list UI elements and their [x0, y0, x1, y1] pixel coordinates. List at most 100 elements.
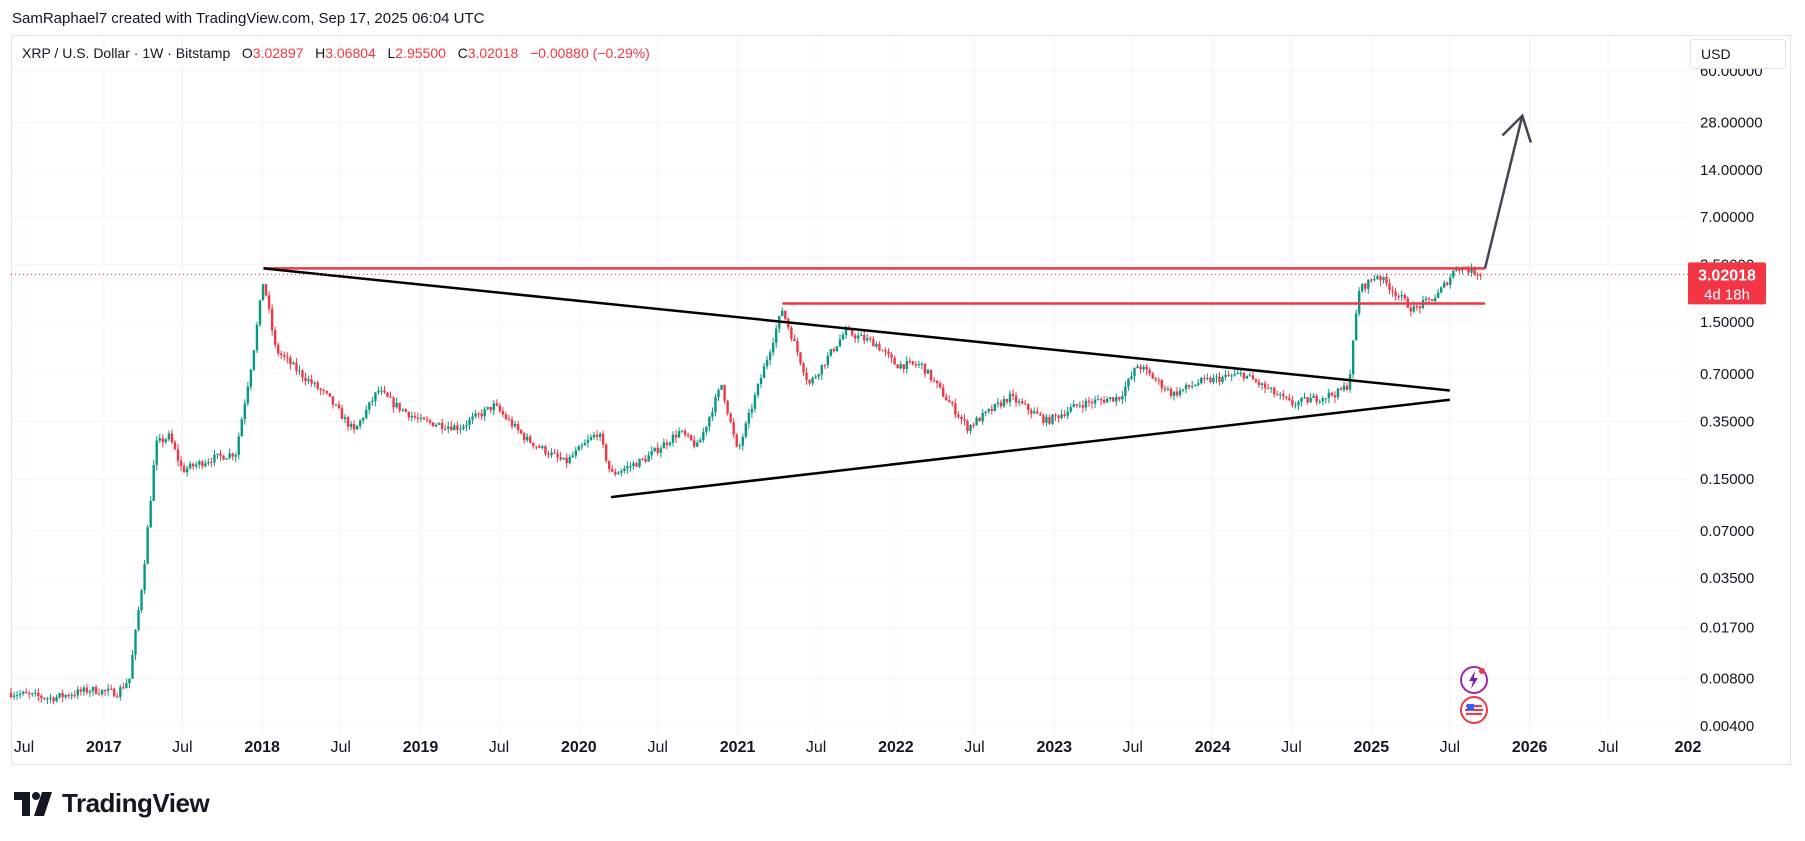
- candle-body: [143, 563, 146, 591]
- candle: [884, 347, 887, 357]
- candle: [650, 446, 653, 460]
- candle: [1230, 373, 1233, 382]
- candle: [744, 421, 748, 439]
- candle-body: [416, 417, 420, 419]
- time-tick-label: 2021: [720, 739, 756, 756]
- candle: [1005, 398, 1009, 405]
- us-flag-icon[interactable]: [1460, 696, 1488, 724]
- candle-body: [240, 419, 243, 437]
- candle: [1157, 377, 1160, 386]
- candle: [316, 380, 319, 390]
- candle: [1115, 393, 1118, 407]
- candle: [923, 363, 927, 378]
- candle-body: [1327, 392, 1331, 399]
- candle-body: [231, 453, 234, 457]
- candle-body: [878, 344, 881, 351]
- candle: [1166, 386, 1170, 392]
- candle-body: [1263, 383, 1267, 389]
- candle: [759, 373, 763, 389]
- candle: [1364, 282, 1367, 293]
- candle-body: [1127, 378, 1130, 387]
- candle-body: [216, 453, 219, 455]
- candle-body: [1130, 376, 1133, 379]
- candle: [465, 420, 468, 432]
- candle: [693, 435, 696, 449]
- candle: [1282, 390, 1285, 400]
- candle-body: [1436, 292, 1440, 298]
- candle: [1315, 393, 1318, 406]
- candle: [1154, 376, 1157, 383]
- candle-body: [486, 407, 489, 410]
- tradingview-logo[interactable]: TradingView: [14, 788, 210, 819]
- candle-body: [1412, 306, 1416, 312]
- candle: [1297, 400, 1300, 411]
- candle: [598, 432, 602, 442]
- candle: [1300, 396, 1303, 407]
- candle: [808, 379, 811, 386]
- candle-body: [222, 455, 225, 460]
- candle: [371, 396, 374, 406]
- candle: [498, 402, 502, 414]
- candle: [711, 407, 714, 421]
- candle: [1203, 374, 1206, 384]
- candle: [1452, 269, 1455, 279]
- candle: [64, 694, 67, 700]
- candle-body: [526, 436, 529, 441]
- candle-body: [310, 379, 313, 384]
- candle: [88, 689, 92, 698]
- candle-body: [1060, 414, 1063, 418]
- candle-body: [1245, 375, 1249, 379]
- candle-body: [1403, 295, 1406, 299]
- candle: [720, 384, 723, 391]
- candle-body: [808, 379, 811, 384]
- candle-body: [453, 425, 456, 431]
- candle-body: [40, 695, 43, 699]
- candle: [671, 431, 675, 447]
- candle-body: [34, 692, 37, 694]
- candle: [765, 355, 769, 370]
- candle-body: [1172, 391, 1176, 396]
- candle-body: [152, 464, 155, 501]
- ai-lightning-icon[interactable]: [1460, 666, 1488, 694]
- candle: [571, 451, 574, 458]
- candle-body: [28, 693, 31, 695]
- candle: [304, 372, 307, 386]
- candle: [975, 416, 978, 426]
- candle-body: [465, 425, 468, 427]
- candle: [407, 411, 410, 421]
- currency-button[interactable]: USD: [1690, 39, 1786, 69]
- candle-body: [547, 453, 550, 456]
- candle: [559, 452, 562, 461]
- candle: [1373, 274, 1376, 282]
- candle: [76, 686, 80, 699]
- candle: [43, 697, 46, 701]
- candle: [228, 448, 231, 460]
- candle-body: [532, 442, 535, 447]
- candle-body: [82, 687, 86, 692]
- candle: [519, 429, 523, 435]
- candle: [1260, 382, 1264, 391]
- last-price-marker: 3.02018 4d 18h: [11, 262, 1766, 305]
- candle-body: [677, 431, 681, 438]
- candle: [1145, 364, 1148, 376]
- candle-body: [1093, 399, 1097, 404]
- candle: [1160, 378, 1164, 393]
- candle: [1206, 373, 1209, 381]
- candle: [164, 438, 168, 445]
- candle-body: [459, 428, 462, 430]
- candle-body: [659, 448, 663, 453]
- candle-body: [304, 377, 307, 382]
- candle: [1063, 410, 1066, 419]
- candle-body: [316, 382, 319, 389]
- candle-body: [765, 359, 769, 367]
- candle-body: [662, 442, 666, 449]
- candle-body: [1124, 386, 1127, 396]
- candle: [856, 331, 860, 344]
- candle-body: [447, 426, 450, 429]
- candle: [550, 448, 553, 458]
- candle-body: [122, 687, 125, 689]
- candle: [823, 364, 826, 370]
- candle-body: [963, 418, 966, 421]
- candle: [510, 416, 514, 430]
